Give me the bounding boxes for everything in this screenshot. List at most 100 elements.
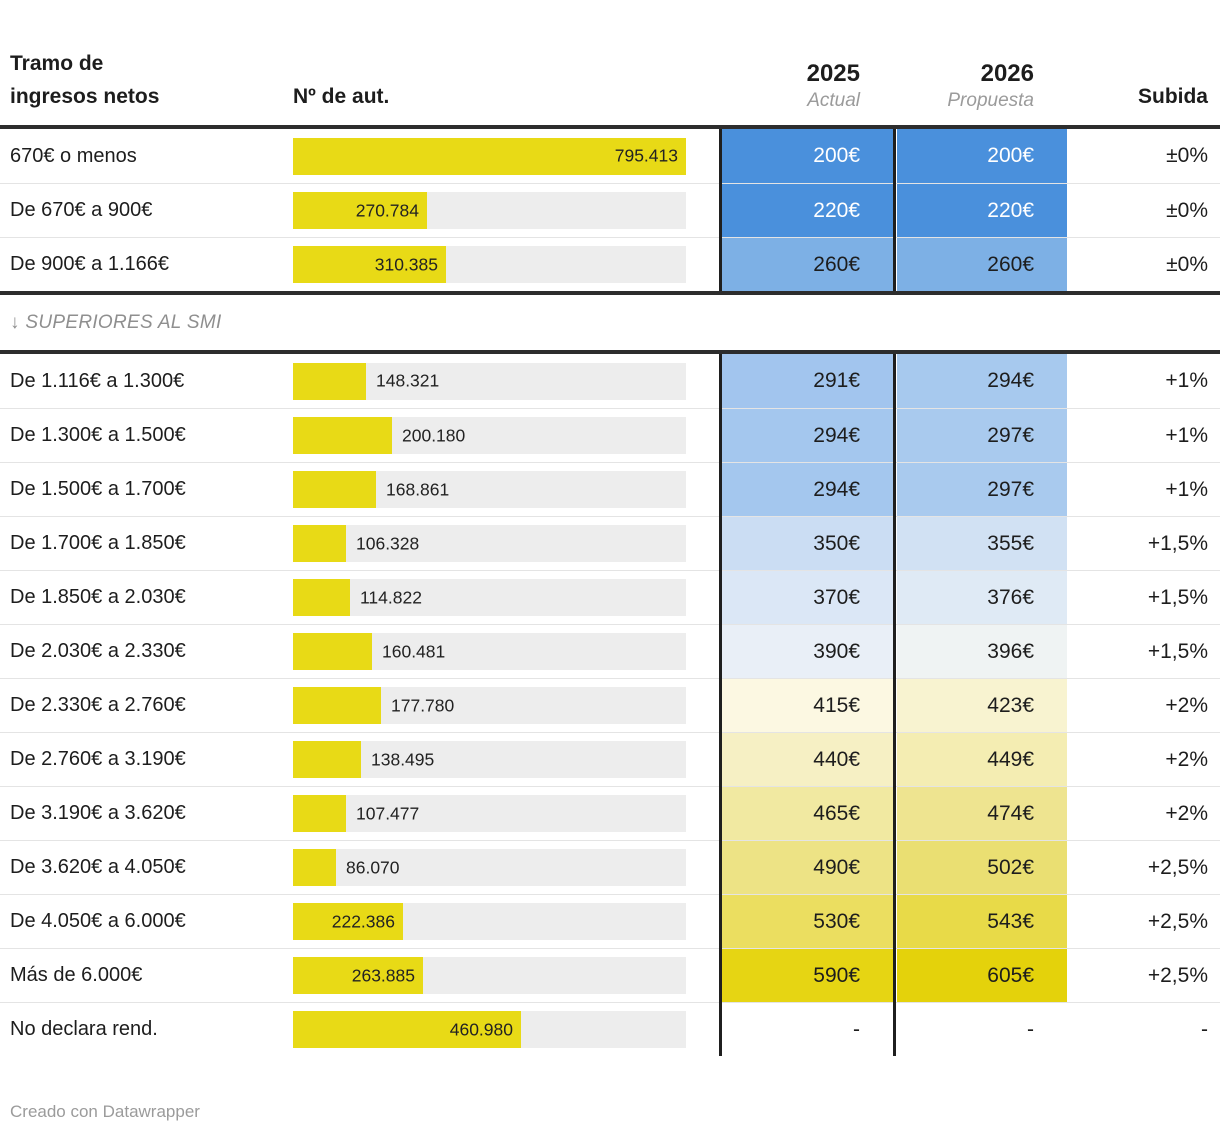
bar-value-label: 200.180 xyxy=(402,425,466,445)
income-bracket-label: De 1.300€ a 1.500€ xyxy=(10,424,186,446)
income-bracket-label: De 3.190€ a 3.620€ xyxy=(10,802,186,824)
quota-2025-cell: 530€ xyxy=(722,895,893,948)
increase-cell: +1,5% xyxy=(1147,585,1208,609)
table-row: De 1.850€ a 2.030€ 114.822 370€ 376€ +1,… xyxy=(0,570,1220,624)
quota-2025-cell: 291€ xyxy=(722,354,893,408)
bar-value-label: 86.070 xyxy=(346,857,400,877)
increase-cell: - xyxy=(1201,1017,1208,1041)
bar-track: 114.822 xyxy=(293,579,686,616)
column-header-count: Nº de aut. xyxy=(293,85,390,108)
column-gap xyxy=(686,625,722,678)
count-bar-cell: 310.385 xyxy=(293,238,686,291)
column-header-bracket-line1: Tramo de xyxy=(10,52,104,75)
bar-value-label: 160.481 xyxy=(382,641,446,661)
income-bracket-label: No declara rend. xyxy=(10,1018,158,1040)
bar-track: 148.321 xyxy=(293,362,686,400)
quota-2026-cell: - xyxy=(897,1003,1067,1056)
column-gap xyxy=(686,1003,722,1056)
quota-2026-cell: 355€ xyxy=(897,517,1067,570)
increase-cell: +1% xyxy=(1165,423,1208,447)
column-gap xyxy=(686,949,722,1002)
year-2025-sublabel: Actual xyxy=(807,90,860,111)
bar-fill xyxy=(293,417,392,454)
bar-value-label: 177.780 xyxy=(391,695,455,715)
bar-track: 86.070 xyxy=(293,849,686,886)
increase-cell: +1% xyxy=(1165,369,1208,392)
quota-2025-cell: 415€ xyxy=(722,679,893,732)
table-row: De 2.760€ a 3.190€ 138.495 440€ 449€ +2% xyxy=(0,732,1220,786)
count-bar-cell: 148.321 xyxy=(293,354,686,408)
quota-2026-cell: 220€ xyxy=(897,184,1067,237)
bar-track: 270.784 xyxy=(293,192,686,229)
year-2025-label: 2025 xyxy=(806,60,860,87)
smi-rule-top xyxy=(0,291,1220,295)
bar-fill xyxy=(293,633,372,670)
table-row: De 2.330€ a 2.760€ 177.780 415€ 423€ +2% xyxy=(0,678,1220,732)
table-row: De 3.620€ a 4.050€ 86.070 490€ 502€ +2,5… xyxy=(0,840,1220,894)
increase-cell: +2,5% xyxy=(1147,963,1208,987)
bar-fill xyxy=(293,192,427,229)
column-gap xyxy=(686,354,722,408)
income-bracket-label: De 1.500€ a 1.700€ xyxy=(10,478,186,500)
bar-fill xyxy=(293,687,381,724)
income-bracket-label: De 900€ a 1.166€ xyxy=(10,253,170,275)
bar-track: 107.477 xyxy=(293,795,686,832)
quota-2026-cell: 502€ xyxy=(897,841,1067,894)
column-gap xyxy=(686,517,722,570)
quota-2025-cell: - xyxy=(722,1003,893,1056)
year-2026-label: 2026 xyxy=(980,60,1034,87)
year-2026-sublabel: Propuesta xyxy=(947,90,1034,111)
count-bar-cell: 200.180 xyxy=(293,409,686,462)
column-header-bracket-line2: ingresos netos xyxy=(10,85,160,108)
table-header: Tramo de ingresos netos Nº de aut. 2025 … xyxy=(0,0,1220,125)
column-gap xyxy=(686,571,722,624)
quota-2025-cell: 440€ xyxy=(722,733,893,786)
bar-track: 310.385 xyxy=(293,246,686,283)
count-bar-cell: 138.495 xyxy=(293,733,686,786)
bar-track: 177.780 xyxy=(293,687,686,724)
count-bar-cell: 168.861 xyxy=(293,463,686,516)
quota-2026-cell: 605€ xyxy=(897,949,1067,1002)
column-gap xyxy=(686,733,722,786)
bar-value-label: 138.495 xyxy=(371,749,435,769)
bar-fill xyxy=(293,525,346,562)
table-row: De 670€ a 900€ 270.784 220€ 220€ ±0% xyxy=(0,183,1220,237)
quota-2026-cell: 260€ xyxy=(897,238,1067,291)
count-bar-cell: 177.780 xyxy=(293,679,686,732)
bar-value-label: 460.980 xyxy=(449,1019,513,1039)
table-row: Más de 6.000€ 263.885 590€ 605€ +2,5% xyxy=(0,948,1220,1002)
column-gap xyxy=(686,238,722,291)
column-gap xyxy=(686,463,722,516)
quota-2025-cell: 200€ xyxy=(722,129,893,183)
bar-track: 138.495 xyxy=(293,741,686,778)
bar-value-label: 148.321 xyxy=(376,370,440,391)
bar-track: 795.413 xyxy=(293,137,686,175)
quota-2025-cell: 465€ xyxy=(722,787,893,840)
bar-value-label: 263.885 xyxy=(351,965,415,985)
table-section-above-smi: De 1.116€ a 1.300€ 148.321 291€ 294€ +1%… xyxy=(0,354,1220,1056)
income-bracket-label: De 2.030€ a 2.330€ xyxy=(10,640,186,662)
income-bracket-label: De 4.050€ a 6.000€ xyxy=(10,910,186,932)
count-bar-cell: 106.328 xyxy=(293,517,686,570)
quota-2026-cell: 449€ xyxy=(897,733,1067,786)
table-row: De 1.500€ a 1.700€ 168.861 294€ 297€ +1% xyxy=(0,462,1220,516)
column-header-subida: Subida xyxy=(1137,85,1208,108)
column-gap xyxy=(686,841,722,894)
income-bracket-label: De 1.700€ a 1.850€ xyxy=(10,532,186,554)
count-bar-cell: 86.070 xyxy=(293,841,686,894)
bar-value-label: 114.822 xyxy=(360,587,422,607)
quota-2026-cell: 543€ xyxy=(897,895,1067,948)
bar-value-label: 107.477 xyxy=(356,803,420,823)
bar-track: 160.481 xyxy=(293,633,686,670)
bar-value-label: 270.784 xyxy=(355,200,419,220)
bar-value-label: 168.861 xyxy=(386,479,450,499)
increase-cell: ±0% xyxy=(1166,144,1208,167)
bar-fill xyxy=(293,1011,521,1048)
quota-2025-cell: 294€ xyxy=(722,463,893,516)
header-rule xyxy=(0,125,1220,129)
datawrapper-credit: Creado con Datawrapper xyxy=(10,1102,200,1121)
smi-rule-bottom xyxy=(0,350,1220,354)
column-gap xyxy=(686,184,722,237)
bar-fill xyxy=(293,903,403,940)
